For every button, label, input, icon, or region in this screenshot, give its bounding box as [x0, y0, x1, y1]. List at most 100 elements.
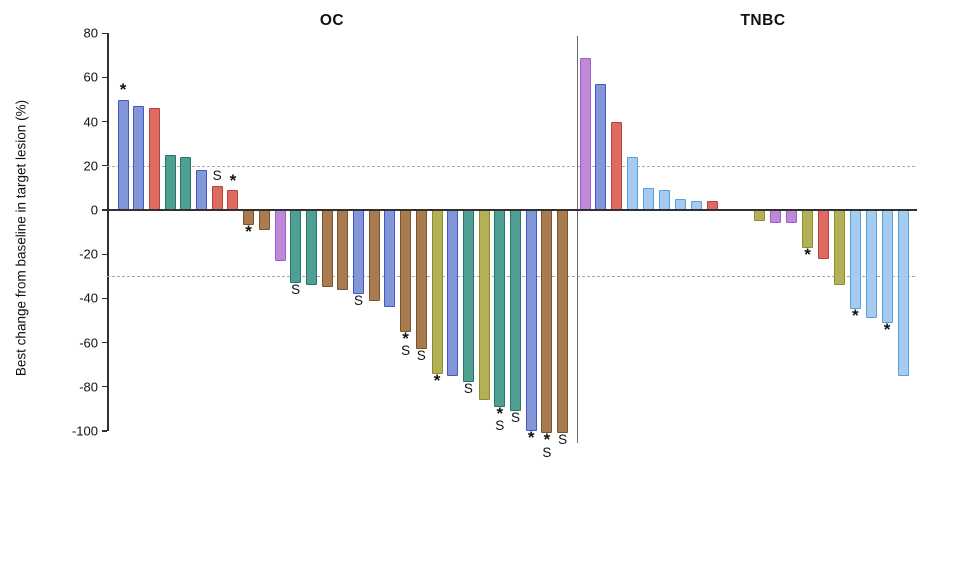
brca-mutation-marker: *: [119, 80, 127, 99]
platinum-sensitive-marker: S: [416, 348, 426, 364]
bar-oc-16: [353, 210, 364, 294]
panel-title-tnbc: TNBC: [740, 12, 786, 29]
y-tick-40: [101, 120, 107, 123]
bar-oc-6: [196, 170, 207, 210]
bar-annotation: S: [354, 294, 363, 308]
y-tick-0: [101, 209, 107, 211]
bar-oc-26: [510, 210, 521, 412]
y-tick-60: [101, 76, 107, 79]
y-tick-label--60: -60: [79, 335, 98, 351]
bar-tnbc-14: [786, 210, 798, 224]
bar-oc-21: [431, 210, 443, 374]
bar-oc-14: [321, 210, 333, 288]
brca-mutation-marker: *: [883, 319, 891, 339]
y-tick-label--80: -80: [79, 379, 98, 395]
brca-mutation-marker: *: [527, 428, 535, 447]
bar-tnbc-5: [643, 187, 655, 210]
y-tick-label--20: -20: [79, 246, 98, 262]
platinum-sensitive-marker: S: [510, 410, 521, 426]
bar-oc-15: [337, 210, 349, 290]
y-tick-label-40: 40: [83, 114, 98, 130]
bar-oc-20: [415, 210, 427, 350]
bar-annotation: S: [416, 348, 426, 364]
bar-oc-17: [368, 210, 380, 301]
bar-oc-12: [290, 210, 302, 283]
bar-tnbc-4: [627, 156, 639, 210]
zero-baseline: [107, 209, 917, 211]
y-tick-20: [101, 165, 107, 167]
platinum-sensitive-marker: S: [212, 168, 222, 184]
bar-annotation: * S: [495, 403, 504, 433]
bar-oc-10: [258, 210, 270, 230]
panel-separator-line: [577, 36, 579, 443]
brca-mutation-marker: *: [433, 370, 441, 390]
bar-oc-22: [447, 210, 459, 376]
panel-title-oc: OC: [319, 12, 345, 29]
bar-annotation: *: [883, 319, 891, 339]
bar-tnbc-6: [659, 190, 670, 210]
bar-annotation: S: [510, 410, 521, 426]
bar-annotation: *: [229, 170, 237, 190]
bar-oc-2: [133, 106, 145, 210]
bar-tnbc-19: [865, 210, 877, 319]
bar-annotation: S: [212, 168, 222, 184]
bar-oc-23: [462, 210, 474, 383]
brca-mutation-marker: *: [804, 244, 811, 264]
bar-tnbc-18: [849, 210, 861, 310]
bar-tnbc-12: [754, 210, 766, 222]
bar-tnbc-17: [833, 210, 845, 286]
bar-tnbc-16: [818, 210, 829, 259]
brca-mutation-marker: *: [496, 403, 504, 423]
brca-mutation-marker: *: [229, 170, 237, 190]
bar-oc-18: [384, 210, 396, 308]
bar-tnbc-20: [881, 210, 893, 323]
y-tick-label-20: 20: [83, 158, 98, 174]
bar-oc-29: [557, 210, 569, 434]
bar-annotation: *: [119, 80, 127, 99]
y-axis-title: Best change from baseline in target lesi…: [13, 99, 29, 377]
y-tick-label--100: -100: [71, 423, 98, 439]
platinum-sensitive-marker: S: [401, 343, 411, 359]
bar-annotation: *: [527, 428, 535, 447]
bar-oc-25: [494, 210, 506, 407]
bar-oc-4: [164, 154, 176, 210]
y-tick--40: [101, 297, 107, 300]
platinum-sensitive-marker: S: [463, 381, 473, 397]
bar-annotation: *: [433, 370, 441, 390]
bar-annotation: *: [851, 306, 859, 326]
bar-oc-19: [400, 210, 412, 332]
brca-mutation-marker: *: [851, 306, 859, 326]
brca-mutation-marker: *: [543, 430, 551, 450]
bar-oc-11: [274, 210, 286, 261]
platinum-sensitive-marker: S: [291, 281, 301, 297]
bar-annotation: *: [804, 244, 811, 264]
y-tick-label--40: -40: [79, 290, 98, 306]
bar-annotation: * S: [542, 430, 552, 460]
bar-oc-27: [525, 210, 537, 431]
legend: Fuzuloparib 100 mg + apatinib 250 mgFuzu…: [0, 470, 976, 578]
bar-tnbc-3: [611, 121, 623, 210]
bar-oc-7: [211, 185, 223, 210]
upper-reference-line: [107, 165, 915, 167]
bar-oc-5: [180, 156, 192, 210]
y-tick--20: [101, 253, 107, 255]
bar-annotation: *: [245, 222, 252, 242]
bar-oc-24: [478, 210, 490, 401]
bar-annotation: S: [558, 433, 567, 447]
brca-mutation-marker: *: [245, 222, 252, 242]
bar-oc-3: [148, 108, 160, 210]
y-tick-80: [101, 32, 107, 34]
y-tick--80: [101, 386, 107, 388]
y-tick--60: [101, 341, 107, 344]
bar-tnbc-1: [579, 57, 591, 210]
y-tick--100: [101, 430, 107, 432]
bar-oc-13: [305, 210, 317, 286]
bar-annotation: * S: [401, 330, 411, 359]
y-tick-label-80: 80: [83, 25, 98, 41]
platinum-sensitive-marker: S: [542, 444, 552, 460]
bar-tnbc-2: [595, 84, 607, 210]
bar-oc-8: [227, 190, 239, 210]
bar-annotation: S: [463, 381, 473, 397]
plot-area: Best change from baseline in target lesi…: [13, 12, 917, 460]
bar-tnbc-13: [770, 210, 782, 224]
